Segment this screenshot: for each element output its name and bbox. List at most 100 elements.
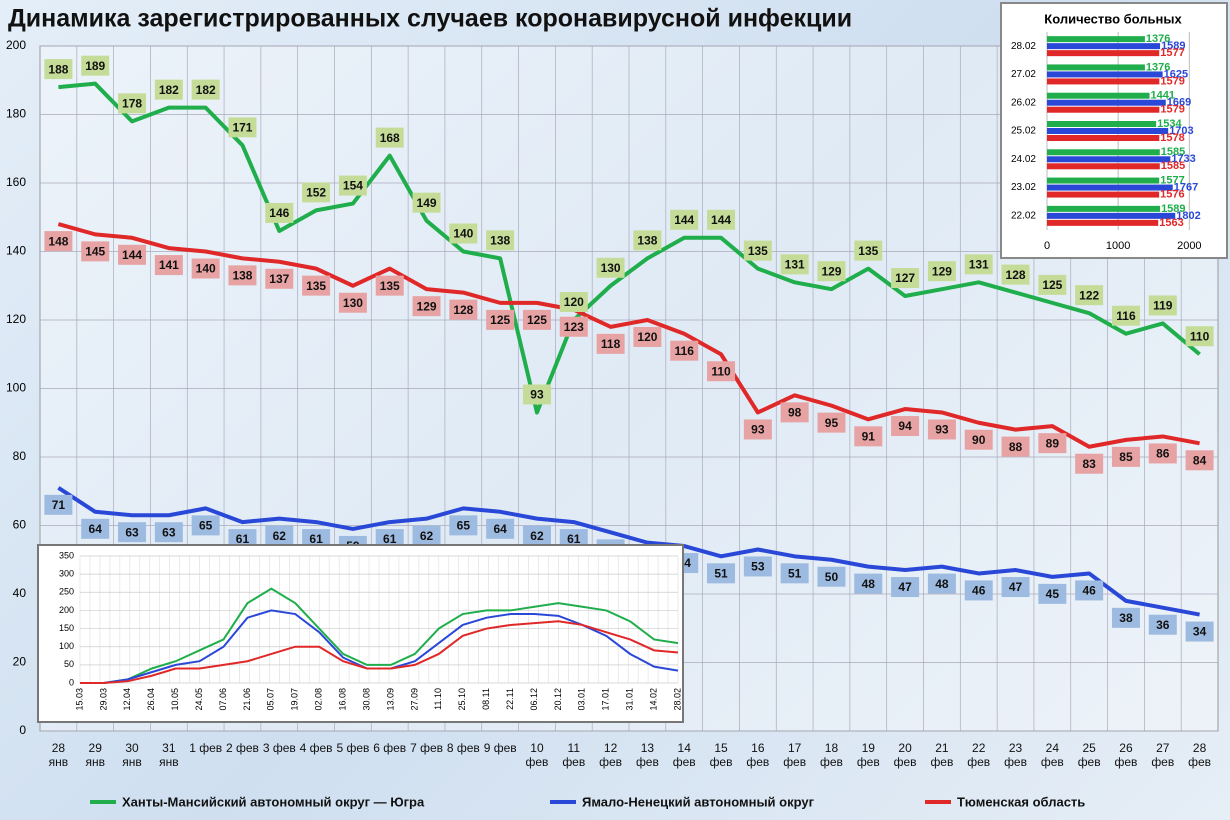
x-tick-label: 17.01 xyxy=(601,688,611,711)
y-tick-label: 23.02 xyxy=(1011,182,1036,193)
x-tick-label: 05.07 xyxy=(266,688,276,711)
y-tick-label: 80 xyxy=(13,449,27,463)
data-label: 144 xyxy=(674,213,694,227)
data-label: 135 xyxy=(306,279,326,293)
x-tick-label: 26 фев xyxy=(1114,741,1138,769)
inset-title: Количество больных xyxy=(1044,11,1182,26)
bar xyxy=(1047,177,1160,184)
data-label: 119 xyxy=(1153,299,1173,313)
data-label-box xyxy=(154,79,183,100)
x-tick-label: 27.09 xyxy=(409,688,419,711)
x-tick-label: 4 фев xyxy=(299,741,333,755)
data-label: 168 xyxy=(380,131,400,145)
data-label: 65 xyxy=(199,519,213,533)
y-tick-label: 100 xyxy=(6,381,26,395)
data-label-box xyxy=(486,309,515,330)
y-tick-label: 50 xyxy=(64,659,74,669)
x-tick-label: 07.06 xyxy=(218,688,228,711)
x-tick-label: 7 фев xyxy=(410,741,443,755)
data-label: 129 xyxy=(417,299,437,313)
bar xyxy=(1047,121,1157,127)
x-tick-label: 17 фев xyxy=(783,741,807,769)
x-tick-label: 1000 xyxy=(1106,240,1130,252)
data-label: 148 xyxy=(48,234,68,248)
data-label-box xyxy=(522,309,551,330)
data-label: 138 xyxy=(637,234,657,248)
y-tick-label: 22.02 xyxy=(1011,210,1036,221)
data-label: 130 xyxy=(343,296,363,310)
bar xyxy=(1047,163,1160,170)
data-label-box xyxy=(891,416,920,437)
x-tick-label: 30.08 xyxy=(361,688,371,711)
x-tick-label: 16.08 xyxy=(337,688,347,711)
data-label: 93 xyxy=(751,423,765,437)
data-label: 84 xyxy=(1193,453,1207,467)
data-label: 140 xyxy=(453,227,473,241)
bar xyxy=(1047,92,1150,99)
data-label-box xyxy=(780,254,809,275)
data-label: 135 xyxy=(858,244,878,258)
x-tick-label: 20 фев xyxy=(893,741,917,769)
data-label-box xyxy=(118,244,147,265)
data-label-box xyxy=(817,566,846,587)
data-label: 62 xyxy=(530,529,544,543)
data-label: 131 xyxy=(785,257,805,271)
data-label: 65 xyxy=(457,519,471,533)
bar xyxy=(1047,36,1145,43)
bar xyxy=(1047,149,1160,156)
data-label: 46 xyxy=(972,584,986,598)
data-label-box xyxy=(1001,436,1030,457)
data-label: 1376 xyxy=(1146,33,1170,45)
bar xyxy=(1047,78,1160,85)
data-label-box xyxy=(1148,295,1177,316)
data-label: 1589 xyxy=(1161,203,1185,215)
data-label-box xyxy=(1111,446,1140,467)
bar xyxy=(1047,128,1169,134)
x-tick-label: 12.04 xyxy=(122,688,132,711)
data-label: 61 xyxy=(567,532,581,546)
data-label: 50 xyxy=(825,570,839,584)
data-label: 125 xyxy=(490,313,510,327)
data-label: 83 xyxy=(1082,457,1096,471)
data-label: 46 xyxy=(1082,584,1096,598)
data-label-box xyxy=(449,223,478,244)
data-label: 144 xyxy=(122,248,142,262)
x-tick-label: 6 фев xyxy=(373,741,407,755)
y-tick-label: 25.02 xyxy=(1011,126,1036,137)
x-tick-label: 26.04 xyxy=(146,688,156,711)
bar xyxy=(1047,184,1173,191)
bar xyxy=(1047,156,1171,163)
data-label: 116 xyxy=(675,344,695,358)
data-label: 130 xyxy=(601,261,621,275)
data-label: 1669 xyxy=(1167,97,1191,109)
data-label: 1534 xyxy=(1157,118,1182,130)
y-tick-label: 160 xyxy=(6,175,26,189)
data-label-box xyxy=(522,384,551,405)
x-tick-label: 08.11 xyxy=(481,688,491,710)
data-label-box xyxy=(559,316,588,337)
data-label: 129 xyxy=(932,264,952,278)
data-label: 120 xyxy=(564,295,584,309)
x-tick-label: 03.01 xyxy=(577,688,587,711)
data-label: 94 xyxy=(898,419,912,433)
data-label-box xyxy=(854,426,883,447)
data-label-box xyxy=(1075,580,1104,601)
data-label-box xyxy=(743,240,772,261)
data-label: 61 xyxy=(309,532,323,546)
data-label-box xyxy=(228,265,257,286)
data-label: 188 xyxy=(48,62,68,76)
x-tick-label: 31.01 xyxy=(625,688,635,711)
data-label: 135 xyxy=(748,244,768,258)
data-label: 93 xyxy=(530,388,544,402)
series-line xyxy=(58,81,1201,415)
bar xyxy=(1047,219,1159,226)
data-label: 149 xyxy=(417,196,437,210)
data-label-box xyxy=(780,402,809,423)
data-label-box xyxy=(780,563,809,584)
x-tick-label: 28 фев xyxy=(1188,741,1212,769)
data-label: 125 xyxy=(527,313,547,327)
x-tick-label: 5 фев xyxy=(336,741,370,755)
data-label: 128 xyxy=(453,303,473,317)
data-label: 1578 xyxy=(1160,132,1184,144)
bar xyxy=(1047,64,1145,71)
